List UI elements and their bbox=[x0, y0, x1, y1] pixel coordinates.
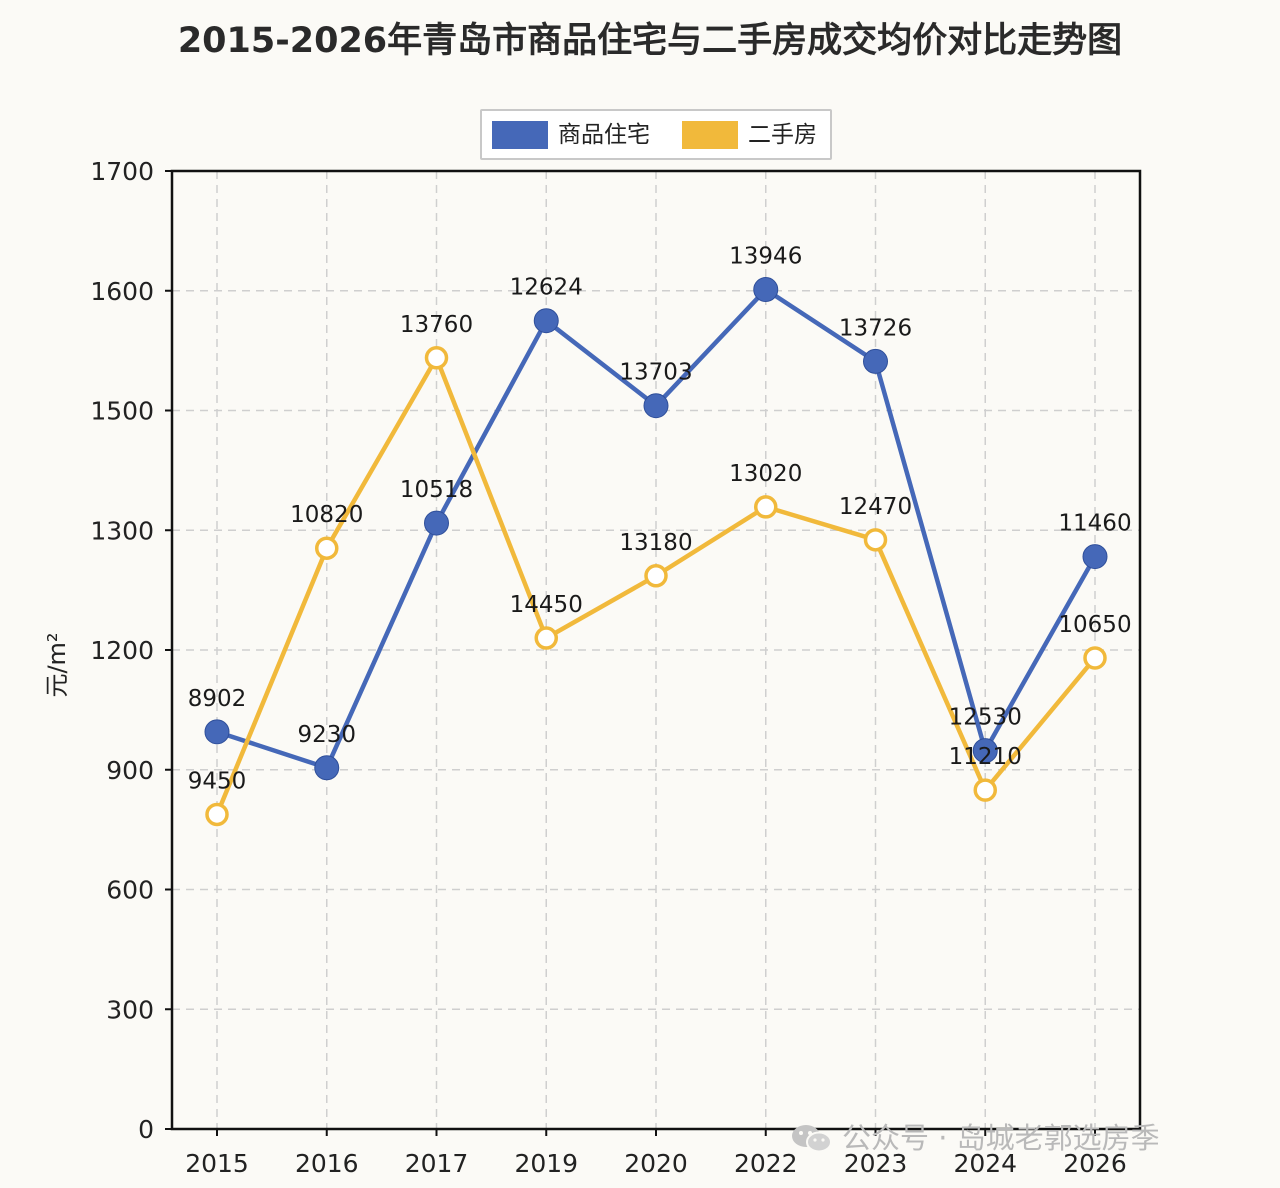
grid bbox=[172, 171, 1140, 1129]
point-commercial bbox=[424, 510, 449, 536]
data-label-secondhand: 10650 bbox=[1058, 612, 1131, 638]
point-commercial bbox=[533, 308, 559, 334]
watermark-text: 公众号 · 岛城老郭选房季 bbox=[842, 1121, 1160, 1155]
data-label-commercial: 10518 bbox=[400, 477, 473, 503]
data-labels: 8902 9230 10518 12624 13703 13946 13726 12530 11… bbox=[188, 244, 1132, 795]
point-secondhand bbox=[534, 626, 558, 650]
point-secondhand bbox=[1083, 646, 1107, 670]
data-label-secondhand: 9450 bbox=[188, 768, 247, 794]
data-label-secondhand: 10820 bbox=[290, 502, 363, 528]
data-label-commercial: 12530 bbox=[949, 705, 1022, 731]
wechat-icon bbox=[792, 1125, 832, 1153]
watermark: 公众号 · 岛城老郭选房季 bbox=[790, 1118, 1250, 1158]
x-tick-label: 2024 bbox=[953, 1149, 1017, 1178]
data-label-commercial: 12624 bbox=[510, 275, 583, 301]
x-tick-label: 2026 bbox=[1063, 1149, 1127, 1178]
point-commercial bbox=[1082, 544, 1108, 570]
y-tick-label: 1300 bbox=[90, 516, 154, 545]
y-tick-label: 600 bbox=[106, 876, 154, 905]
x-tick-label: 2016 bbox=[295, 1149, 359, 1178]
legend-label-secondhand: 二手房 bbox=[748, 122, 817, 148]
data-label-secondhand: 12470 bbox=[839, 494, 912, 520]
legend-swatch-commercial bbox=[492, 121, 548, 149]
point-secondhand bbox=[424, 346, 449, 370]
data-label-commercial: 13946 bbox=[729, 244, 802, 270]
point-secondhand bbox=[973, 778, 997, 802]
data-label-commercial: 9230 bbox=[297, 722, 356, 748]
data-label-commercial: 11460 bbox=[1058, 511, 1131, 537]
series bbox=[204, 277, 1108, 827]
point-secondhand bbox=[754, 495, 778, 519]
point-commercial bbox=[204, 719, 230, 745]
data-label-secondhand: 14450 bbox=[510, 592, 583, 618]
x-tick-label: 2022 bbox=[734, 1149, 798, 1178]
point-secondhand bbox=[315, 536, 339, 560]
chart-title: 2015-2026年青岛市商品住宅与二手房成交均价对比走势图 bbox=[177, 21, 1123, 61]
y-tick-label: 1500 bbox=[90, 397, 154, 426]
legend: 商品住宅 二手房 bbox=[480, 109, 832, 160]
point-commercial bbox=[643, 393, 669, 419]
y-tick-label: 1600 bbox=[90, 277, 154, 306]
y-tick-label: 900 bbox=[106, 756, 154, 785]
legend-swatch-secondhand bbox=[682, 121, 738, 149]
data-label-secondhand: 13180 bbox=[619, 530, 692, 556]
point-commercial bbox=[863, 348, 888, 374]
data-label-secondhand: 13760 bbox=[400, 312, 473, 338]
data-label-commercial: 13703 bbox=[619, 360, 692, 386]
x-tick-label: 2015 bbox=[185, 1149, 249, 1178]
data-label-commercial: 13726 bbox=[839, 315, 912, 341]
y-tick-label: 300 bbox=[106, 995, 154, 1024]
point-commercial bbox=[972, 738, 998, 764]
axis-ticks: 0 300 600 900 1200 1300 1500 1600 1700 2015 2016 20… bbox=[90, 157, 1126, 1178]
point-secondhand bbox=[863, 528, 888, 552]
point-secondhand bbox=[205, 802, 229, 827]
y-tick-label: 0 bbox=[138, 1115, 154, 1144]
data-label-secondhand: 11210 bbox=[949, 744, 1022, 770]
x-tick-label: 2023 bbox=[844, 1149, 908, 1178]
x-tick-label: 2017 bbox=[405, 1149, 469, 1178]
point-secondhand bbox=[644, 564, 668, 588]
y-tick-label: 1200 bbox=[90, 636, 154, 665]
point-commercial bbox=[314, 755, 340, 781]
legend-label-commercial: 商品住宅 bbox=[558, 122, 650, 148]
data-label-commercial: 8902 bbox=[188, 686, 247, 712]
point-commercial bbox=[753, 277, 779, 303]
x-tick-label: 2020 bbox=[624, 1149, 688, 1178]
data-label-secondhand: 13020 bbox=[729, 461, 802, 487]
x-tick-label: 2019 bbox=[514, 1149, 578, 1178]
y-tick-label: 1700 bbox=[90, 157, 154, 186]
